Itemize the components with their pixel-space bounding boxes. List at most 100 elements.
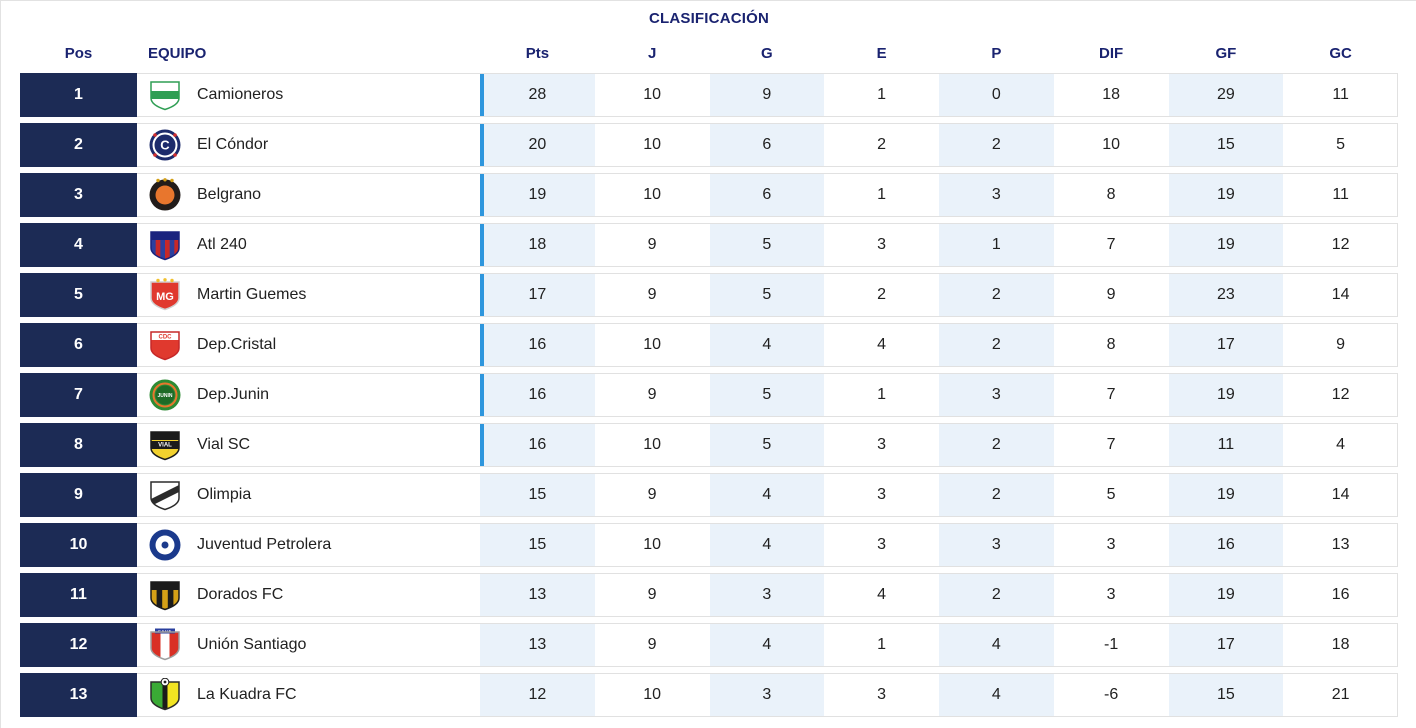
team-name: La Kuadra FC [197,686,297,703]
position-badge: 11 [20,573,137,617]
stat-value: 7 [1106,236,1116,253]
team-cell[interactable]: JUNIN Dep.Junin [137,374,480,416]
team-name: Unión Santiago [197,636,307,653]
stat-value: 21 [1331,686,1350,703]
team-name: Martin Guemes [197,286,307,303]
team-name: Belgrano [197,186,262,203]
stat-e: 1 [824,74,939,116]
qualification-bar [480,74,484,116]
team-cell[interactable]: La Kuadra FC [137,674,480,716]
team-cell[interactable]: C El Cóndor [137,124,480,166]
stat-dif: -1 [1054,624,1169,666]
team-logo [148,678,182,712]
stat-j: 9 [595,274,710,316]
stat-value: 3 [877,486,887,503]
stat-value: 3 [991,536,1001,553]
stat-value: 0 [991,86,1001,103]
stat-dif: 3 [1054,524,1169,566]
team-name: Dorados FC [197,586,284,603]
position-number: 10 [69,536,88,553]
stat-gf: 19 [1168,174,1284,216]
team-cell[interactable]: Juventud Petrolera [137,524,480,566]
qualification-bar [480,174,484,216]
stat-g: 5 [709,224,825,266]
stat-value: 19 [1216,486,1235,503]
position-number: 5 [74,286,83,303]
stat-value: 11 [1332,186,1349,203]
team-cell[interactable]: C.A.U.S. Unión Santiago [137,624,480,666]
column-header-pos: Pos [64,44,93,62]
stat-value: 7 [1106,386,1116,403]
team-name: Juventud Petrolera [197,536,332,553]
stat-p: 2 [939,574,1054,616]
stat-value: 11 [1217,436,1235,453]
stat-value: 6 [762,186,772,203]
stat-dif: 7 [1054,224,1169,266]
stat-e: 1 [824,624,939,666]
stat-value: 4 [762,536,772,553]
stat-value: 10 [643,336,662,353]
qualification-bar [480,374,484,416]
team-logo: JUNIN [148,378,182,412]
stat-value: 12 [528,686,547,703]
stat-pts: 16 [480,374,595,416]
stat-gc: 14 [1283,474,1398,516]
stat-value: 8 [1106,336,1116,353]
stat-p: 1 [939,224,1054,266]
stat-value: 3 [991,386,1001,403]
stat-value: 19 [1216,386,1235,403]
column-header-g: G [761,44,773,62]
stat-gf: 19 [1168,474,1284,516]
stat-value: 9 [1336,336,1346,353]
team-cell[interactable]: CDC Dep.Cristal [137,324,480,366]
stat-j: 9 [595,624,710,666]
team-cell[interactable]: Dorados FC [137,574,480,616]
stat-dif: 8 [1054,324,1169,366]
stat-gc: 5 [1283,124,1398,166]
stat-e: 3 [824,424,939,466]
stat-pts: 16 [480,424,595,466]
stat-value: 4 [762,486,772,503]
position-number: 3 [74,186,83,203]
table-row: 5 MG Martin Guemes 17 9 5 2 2 9 23 14 [20,273,1398,317]
svg-text:CDC: CDC [159,335,173,341]
stat-value: 3 [877,436,887,453]
team-cell[interactable]: Atl 240 [137,224,480,266]
team-logo: VIAL [148,428,182,462]
table-row: 13 La Kuadra FC 12 10 3 3 4 -6 15 21 [20,673,1398,717]
position-number: 12 [69,636,88,653]
team-cell[interactable]: MG Martin Guemes [137,274,480,316]
stat-dif: 7 [1054,424,1169,466]
position-number: 8 [74,436,83,453]
stat-p: 4 [939,674,1054,716]
team-cell[interactable]: Belgrano [137,174,480,216]
stat-value: 8 [1106,186,1116,203]
stat-g: 5 [709,374,825,416]
position-badge: 13 [20,673,137,717]
position-badge: 5 [20,273,137,317]
team-cell[interactable]: Camioneros [137,74,480,116]
stat-pts: 18 [480,224,595,266]
stat-p: 0 [939,74,1054,116]
team-cell[interactable]: Olimpia [137,474,480,516]
table-row: 2 C El Cóndor 20 10 6 2 2 10 15 5 [20,123,1398,167]
stat-value: 17 [528,286,547,303]
stat-dif: 7 [1054,374,1169,416]
column-header-team: EQUIPO [148,44,207,62]
stat-pts: 20 [480,124,595,166]
stat-value: 2 [991,586,1001,603]
stat-pts: 17 [480,274,595,316]
position-badge: 1 [20,73,137,117]
stat-p: 3 [939,524,1054,566]
stat-gf: 19 [1168,374,1284,416]
stat-value: 15 [1216,686,1235,703]
stat-e: 4 [824,574,939,616]
stat-value: 16 [528,386,547,403]
stat-value: 18 [1331,636,1350,653]
stat-gf: 16 [1168,524,1284,566]
position-badge: 3 [20,173,137,217]
column-header-j: J [647,44,657,62]
team-cell[interactable]: VIAL Vial SC [137,424,480,466]
position-number: 6 [74,336,83,353]
stat-gf: 19 [1168,574,1284,616]
